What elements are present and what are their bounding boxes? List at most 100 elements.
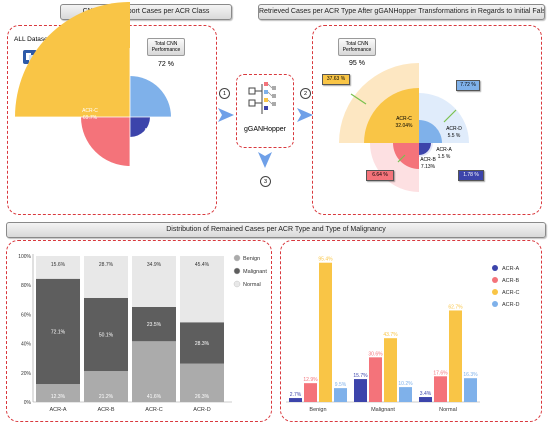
note-acr-a-loss: 1.78 % xyxy=(458,170,484,181)
grouped-bar-acr-a xyxy=(354,379,367,402)
note-acr-d-loss: 7.72 % xyxy=(456,80,480,91)
stacked-bar-benign xyxy=(84,371,128,402)
grouped-data-label: 43.7% xyxy=(383,332,398,338)
total-perf-value-left: 72 % xyxy=(158,61,174,68)
step-3-marker: 3 xyxy=(260,176,271,187)
note-acr-c-loss: 37.63 % xyxy=(322,74,350,85)
y-tick-label: 80% xyxy=(21,283,32,289)
grouped-bar-acr-d xyxy=(399,387,412,402)
y-tick-label: 20% xyxy=(21,371,32,377)
y-tick-label: 40% xyxy=(21,342,32,348)
stacked-bar-normal xyxy=(84,256,128,298)
grouped-data-label: 30.6% xyxy=(368,351,383,357)
stacked-bar-normal xyxy=(132,256,176,307)
x-tick-label: ACR-C xyxy=(145,407,162,413)
grouped-bar-acr-d xyxy=(334,388,347,402)
arrow-in-d xyxy=(443,109,457,123)
x-tick-label: Benign xyxy=(309,407,326,413)
stacked-bar-malignant xyxy=(84,297,128,372)
legend-label: ACR-A xyxy=(502,266,519,272)
pct-acr-c-left: 69.7% xyxy=(82,115,98,121)
pct-acr-b-left: 13.8% xyxy=(97,177,113,183)
panel-grouped xyxy=(280,240,542,422)
label-acr-b-right: ACR-B xyxy=(420,157,436,163)
gganhopper-box xyxy=(236,74,294,148)
total-perf-value-right: 95 % xyxy=(349,60,365,67)
network-icon xyxy=(248,82,276,114)
legend-label: Malignant xyxy=(243,269,267,275)
grouped-bar-acr-c xyxy=(384,338,397,402)
legend-label: Normal xyxy=(243,282,261,288)
grouped-data-label: 3.4% xyxy=(420,391,432,397)
grouped-bar-acr-c xyxy=(319,262,332,402)
grouped-bar-acr-b xyxy=(304,383,317,402)
grouped-bar-acr-a xyxy=(289,398,302,402)
stacked-data-label: 12.3% xyxy=(51,394,66,400)
grouped-bar-acr-d xyxy=(464,378,477,402)
x-tick-label: ACR-B xyxy=(97,407,114,413)
grouped-data-label: 2.7% xyxy=(290,392,302,398)
stacked-data-label: 23.5% xyxy=(147,322,162,328)
step-2-marker: 2 xyxy=(300,88,311,99)
slice-acr-c-right xyxy=(364,88,419,143)
x-tick-label: Malignant xyxy=(371,407,395,413)
stacked-data-label: 28.3% xyxy=(195,341,210,347)
label-acr-a-right: ACR-A xyxy=(436,147,452,153)
legend-label: ACR-D xyxy=(502,302,519,308)
stacked-bar-benign xyxy=(180,363,224,402)
grouped-data-label: 17.6% xyxy=(433,370,448,376)
stacked-bar-normal xyxy=(180,256,224,323)
label-acr-c-left: ACR-C xyxy=(82,108,98,114)
label-acr-c-right: ACR-C xyxy=(396,116,412,122)
arrow-in-b xyxy=(397,154,406,163)
slice-acr-b-left xyxy=(81,117,130,166)
legend-label: ACR-C xyxy=(502,290,519,296)
label-acr-d-left: ACR-D xyxy=(144,128,160,134)
stacked-data-label: 26.3% xyxy=(195,394,210,400)
stacked-data-label: 50.1% xyxy=(99,332,114,338)
label-acr-a-left: ACR-A xyxy=(133,157,149,163)
grouped-bar-acr-b xyxy=(434,376,447,402)
stacked-data-label: 15.6% xyxy=(51,262,66,268)
legend-label: ACR-B xyxy=(502,278,519,284)
grouped-data-label: 12.9% xyxy=(303,377,318,383)
stacked-data-label: 28.7% xyxy=(99,262,114,268)
legend-swatch xyxy=(492,301,498,307)
gganhopper-label: gGANHopper xyxy=(243,126,287,133)
grouped-data-label: 15.7% xyxy=(353,373,368,379)
stacked-data-label: 45.4% xyxy=(195,262,210,268)
step-1-marker: 1 xyxy=(219,88,230,99)
y-tick-label: 0% xyxy=(24,400,32,406)
y-tick-label: 100% xyxy=(18,254,31,260)
stacked-bar-malignant xyxy=(180,322,224,364)
note-acr-b-loss: 6.64 % xyxy=(366,170,394,181)
label-acr-b-left: ACR-B xyxy=(97,170,113,176)
pct-acr-d-left: 13.2% xyxy=(144,135,160,141)
banner-distribution: Distribution of Remained Cases per ACR T… xyxy=(6,222,546,238)
slice-acr-d-right xyxy=(419,120,442,143)
grouped-data-label: 16.3% xyxy=(463,372,478,378)
slice-acr-b-right xyxy=(393,143,419,169)
pct-acr-a-right: 1.5 % xyxy=(437,154,451,160)
x-tick-label: ACR-D xyxy=(193,407,210,413)
banner-retrieved-cases: Retrieved Cases per ACR Type After gGANH… xyxy=(258,4,545,20)
grouped-bar-acr-b xyxy=(369,357,382,402)
panel-stacked xyxy=(6,240,272,422)
grouped-data-label: 95.4% xyxy=(318,257,333,263)
stacked-bar-malignant xyxy=(36,278,80,385)
label-acr-d-right: ACR-D xyxy=(446,126,462,132)
stacked-data-label: 72.1% xyxy=(51,329,66,335)
stacked-bar-benign xyxy=(132,341,176,402)
grouped-bar-acr-a xyxy=(419,397,432,402)
arrow-right-icon xyxy=(218,108,234,122)
slice-acr-a-right xyxy=(419,143,431,155)
legend-swatch xyxy=(233,267,241,275)
total-perf-box-left: Total CNN Performance xyxy=(147,38,185,56)
x-tick-label: ACR-A xyxy=(49,407,66,413)
slice-acr-d-left xyxy=(130,76,171,117)
legend-label: Benign xyxy=(243,256,260,262)
